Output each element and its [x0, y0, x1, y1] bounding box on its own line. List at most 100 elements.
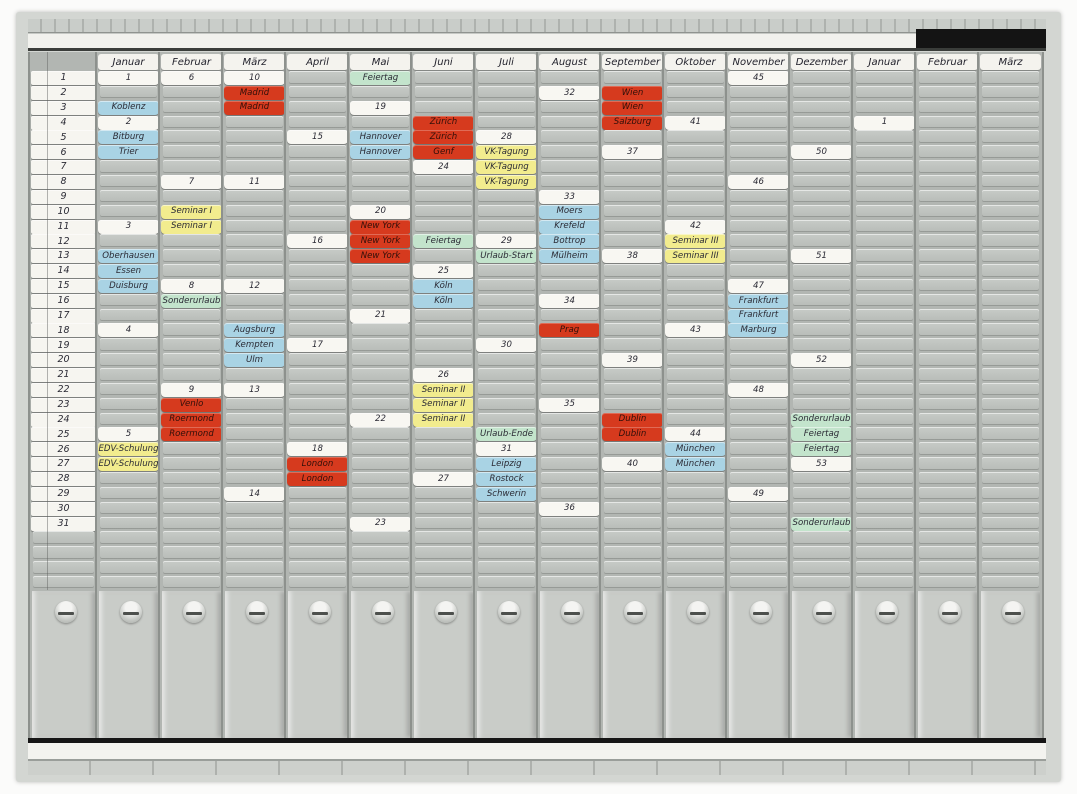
tcard-blue[interactable]: Marburg	[728, 323, 789, 338]
tcard-white[interactable]: 43	[665, 323, 726, 338]
tcard-blue[interactable]: Oberhausen	[98, 249, 159, 264]
tcard-white[interactable]: 37	[602, 145, 663, 160]
day-card[interactable]: 17	[31, 308, 96, 323]
tcard-white[interactable]: 26	[413, 368, 474, 382]
tcard-red[interactable]: Roermond	[161, 427, 222, 442]
tcard-red[interactable]: New York	[350, 249, 411, 264]
tcard-green[interactable]: Urlaub-Ende	[476, 427, 537, 442]
tcard-green[interactable]: Sonderurlaub	[791, 516, 852, 531]
tcard-blue[interactable]: Hannover	[350, 145, 411, 160]
tcard-yellow[interactable]: Seminar I	[161, 204, 222, 219]
tcard-blue[interactable]: Rostock	[476, 471, 537, 486]
tcard-white[interactable]: 9	[161, 382, 222, 397]
tcard-white[interactable]: 42	[665, 219, 726, 234]
tcard-blue[interactable]: Frankfurt	[728, 293, 789, 308]
tcard-white[interactable]: 12	[224, 278, 285, 293]
tcard-yellow[interactable]: Seminar II	[413, 382, 474, 397]
tcard-white[interactable]: 38	[602, 249, 663, 264]
month-header-card[interactable]: Juli	[476, 54, 537, 70]
tcard-blue[interactable]: Köln	[413, 278, 474, 293]
tcard-white[interactable]: 6	[161, 71, 222, 85]
month-header-card[interactable]: März	[224, 54, 285, 70]
tcard-white[interactable]: 34	[539, 293, 600, 308]
day-card[interactable]: 1	[31, 71, 96, 85]
tcard-white[interactable]: 45	[728, 71, 789, 85]
tcard-white[interactable]: 44	[665, 427, 726, 442]
tcard-yellow[interactable]: Seminar II	[413, 397, 474, 412]
tcard-white[interactable]: 27	[413, 471, 474, 486]
tcard-blue[interactable]: München	[665, 457, 726, 472]
tcard-green[interactable]: Feiertag	[413, 234, 474, 249]
tcard-blue[interactable]: Schwerin	[476, 486, 537, 501]
tcard-blue[interactable]: Duisburg	[98, 278, 159, 293]
month-header-card[interactable]: April	[287, 54, 348, 70]
day-card[interactable]: 3	[31, 100, 96, 115]
tcard-red[interactable]: London	[287, 457, 348, 472]
tcard-red[interactable]: New York	[350, 234, 411, 249]
tcard-yellow[interactable]: VK-Tagung	[476, 160, 537, 175]
tcard-green[interactable]: Sonderurlaub	[161, 293, 222, 308]
tcard-blue[interactable]: Moers	[539, 204, 600, 219]
tcard-red[interactable]: Dublin	[602, 412, 663, 427]
tcard-green[interactable]: Sonderurlaub	[791, 412, 852, 427]
tcard-white[interactable]: 32	[539, 85, 600, 100]
tcard-red[interactable]: New York	[350, 219, 411, 234]
tcard-white[interactable]: 17	[287, 338, 348, 353]
day-card[interactable]: 8	[31, 174, 96, 189]
tcard-blue[interactable]: Köln	[413, 293, 474, 308]
tcard-yellow[interactable]: Seminar III	[665, 234, 726, 249]
tcard-green[interactable]: Feiertag	[350, 71, 411, 85]
tcard-white[interactable]: 3	[98, 219, 159, 234]
day-card[interactable]: 16	[31, 293, 96, 308]
tcard-red[interactable]: Prag	[539, 323, 600, 338]
day-card[interactable]: 13	[31, 249, 96, 264]
tcard-white[interactable]: 25	[413, 264, 474, 278]
tcard-white[interactable]: 40	[602, 457, 663, 472]
tcard-blue[interactable]: München	[665, 442, 726, 457]
tcard-white[interactable]: 36	[539, 501, 600, 516]
day-card[interactable]: 28	[31, 471, 96, 486]
tcard-red[interactable]: Zürich	[413, 130, 474, 145]
tcard-red[interactable]: Genf	[413, 145, 474, 160]
tcard-blue[interactable]: Augsburg	[224, 323, 285, 338]
tcard-blue[interactable]: Mülheim	[539, 249, 600, 264]
month-header-card[interactable]: Januar	[98, 54, 159, 70]
day-card[interactable]: 12	[31, 234, 96, 249]
month-header-card[interactable]: März	[980, 54, 1041, 70]
month-header-card[interactable]: Juni	[413, 54, 474, 70]
tcard-blue[interactable]: Leipzig	[476, 457, 537, 472]
tcard-blue[interactable]: Krefeld	[539, 219, 600, 234]
tcard-white[interactable]: 7	[161, 174, 222, 189]
month-header-card[interactable]: August	[539, 54, 600, 70]
tcard-yellow[interactable]: EDV-Schulung	[98, 457, 159, 472]
tcard-red[interactable]: Salzburg	[602, 115, 663, 130]
tcard-red[interactable]: Venlo	[161, 397, 222, 412]
tcard-red[interactable]: London	[287, 471, 348, 486]
tcard-red[interactable]: Wien	[602, 85, 663, 100]
day-card[interactable]: 2	[31, 85, 96, 100]
tcard-green[interactable]: Feiertag	[791, 442, 852, 457]
tcard-red[interactable]: Zürich	[413, 115, 474, 130]
tcard-white[interactable]: 52	[791, 353, 852, 368]
tcard-blue[interactable]: Bitburg	[98, 130, 159, 145]
month-header-card[interactable]: Mai	[350, 54, 411, 70]
tcard-white[interactable]: 29	[476, 234, 537, 249]
day-card[interactable]: 6	[31, 145, 96, 160]
day-card[interactable]: 4	[31, 115, 96, 130]
tcard-white[interactable]: 49	[728, 486, 789, 501]
month-header-card[interactable]: Januar	[854, 54, 915, 70]
tcard-white[interactable]: 15	[287, 130, 348, 145]
tcard-white[interactable]: 16	[287, 234, 348, 249]
day-card[interactable]: 9	[31, 189, 96, 204]
tcard-red[interactable]: Wien	[602, 100, 663, 115]
tcard-white[interactable]: 5	[98, 427, 159, 442]
tcard-blue[interactable]: Essen	[98, 264, 159, 278]
tcard-white[interactable]: 47	[728, 278, 789, 293]
tcard-blue[interactable]: Hannover	[350, 130, 411, 145]
day-card[interactable]: 10	[31, 204, 96, 219]
tcard-white[interactable]: 14	[224, 486, 285, 501]
tcard-white[interactable]: 10	[224, 71, 285, 85]
tcard-yellow[interactable]: Seminar I	[161, 219, 222, 234]
tcard-white[interactable]: 1	[98, 71, 159, 85]
day-card[interactable]: 23	[31, 397, 96, 412]
